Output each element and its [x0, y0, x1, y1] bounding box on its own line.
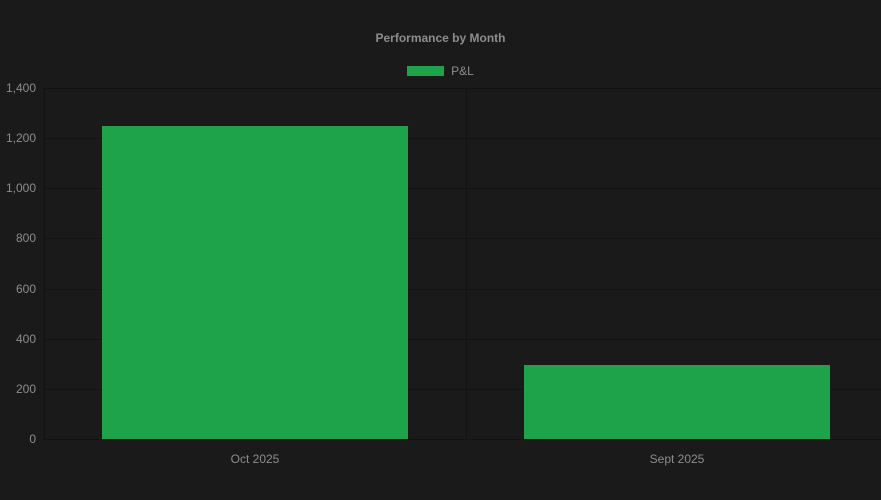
y-axis-tick-label: 1,400: [5, 81, 36, 95]
y-axis-tick-label: 400: [15, 331, 36, 346]
legend-swatch-icon: [407, 66, 445, 76]
legend-label: P&L: [451, 64, 474, 78]
gridline-horizontal: [44, 188, 881, 190]
gridline-horizontal: [44, 288, 881, 290]
plot-area: [44, 88, 881, 440]
gridline-horizontal: [44, 88, 881, 89]
gridline-horizontal: [44, 338, 881, 340]
bar-oct-2025[interactable]: [102, 125, 408, 439]
y-axis-tick-label: 800: [15, 231, 36, 246]
y-axis-tick-label: 200: [15, 381, 36, 396]
legend: P&L: [0, 64, 881, 78]
gridline-vertical: [466, 88, 467, 439]
gridline-horizontal: [44, 238, 881, 240]
y-axis-tick-label: 1,000: [5, 181, 36, 196]
y-axis-tick-label: 0: [29, 432, 36, 446]
y-axis-tick-label: 1,200: [5, 131, 36, 146]
legend-item-pl[interactable]: P&L: [407, 64, 474, 78]
chart-title: Performance by Month: [375, 31, 506, 45]
gridline-horizontal: [44, 439, 881, 440]
x-axis-tick-label: Oct 2025: [230, 452, 280, 466]
gridline-horizontal: [44, 388, 881, 390]
y-axis-tick-label: 600: [15, 281, 36, 296]
gridline-vertical: [44, 88, 45, 439]
gridline-horizontal: [44, 138, 881, 140]
bar-sept-2025[interactable]: [524, 365, 830, 439]
x-axis-tick-label: Sept 2025: [649, 452, 705, 466]
